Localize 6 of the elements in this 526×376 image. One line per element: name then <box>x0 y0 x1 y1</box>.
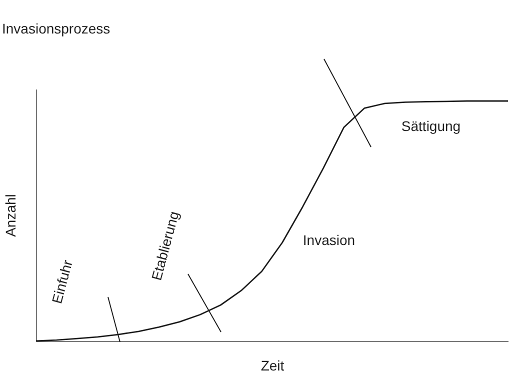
y-axis-title: Anzahl <box>2 194 18 237</box>
x-axis-title: Zeit <box>260 358 284 374</box>
annotation: Einfuhr <box>48 258 76 306</box>
annotation: Sättigung <box>401 118 461 134</box>
annotation: Invasion <box>302 232 356 248</box>
chart-title: Invasionsprozess <box>2 20 110 36</box>
